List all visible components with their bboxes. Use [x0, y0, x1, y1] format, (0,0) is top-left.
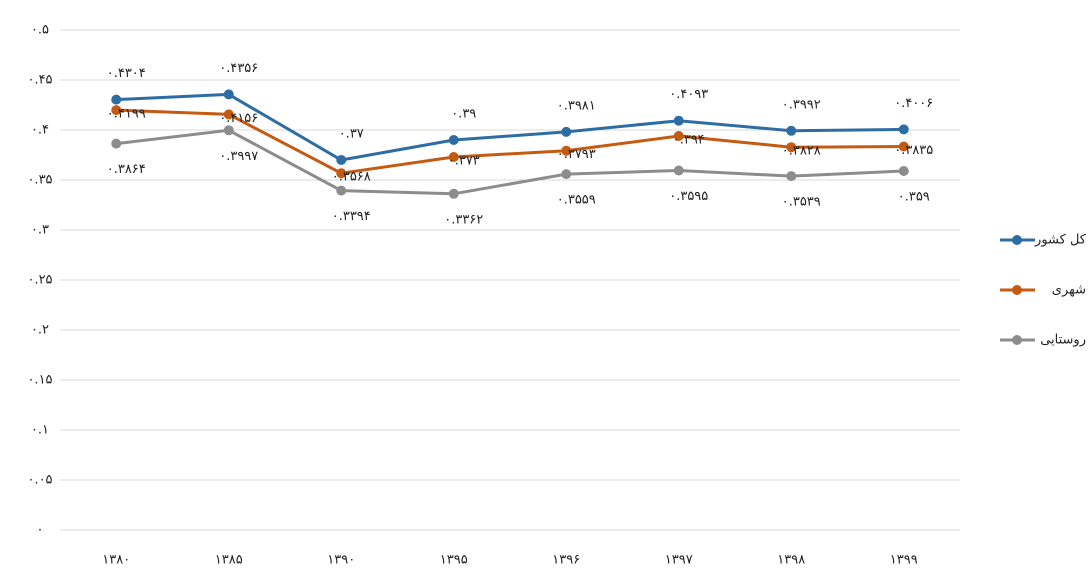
y-tick-label: ۰.۳۵: [27, 173, 52, 188]
data-point: [111, 95, 121, 105]
data-point: [786, 171, 796, 181]
x-tick-label: ۱۳۹۵: [440, 553, 468, 568]
y-tick-label: ۰.۳: [31, 223, 49, 238]
y-tick-label: ۰.۴: [31, 123, 49, 138]
legend-marker: [1012, 335, 1022, 345]
data-point: [674, 116, 684, 126]
data-label: ۰.۴۱۹۹: [107, 107, 146, 122]
data-point: [674, 166, 684, 176]
data-label: ۰.۴۰۰۶: [894, 96, 933, 111]
data-label: ۰.۳۵۳۹: [782, 195, 821, 210]
y-tick-label: ۰.۱: [31, 423, 49, 438]
data-label: ۰.۳۹۸۱: [557, 98, 596, 113]
data-point: [899, 124, 909, 134]
data-label: ۰.۴۳۰۴: [107, 66, 146, 81]
data-label: ۰.۳۷۳: [448, 154, 480, 169]
chart: ۰ ۰.۰۵ ۰.۱ ۰.۱۵ ۰.۲ ۰.۲۵ ۰.۳ ۰.۳۵ ۰.۴ ۰.۴۵ ۰.۵ ۱۳۸۰…: [0, 0, 1091, 573]
x-tick-label: ۱۳۸۵: [215, 553, 243, 568]
legend-marker: [1012, 285, 1022, 295]
data-point: [336, 155, 346, 165]
data-label: ۰.۳۹۹۷: [219, 149, 258, 164]
legend-label: شهری: [1052, 283, 1086, 298]
legend-marker: [1012, 235, 1022, 245]
data-point: [561, 127, 571, 137]
data-point: [899, 166, 909, 176]
data-label: ۰.۳۷۹۳: [557, 147, 596, 162]
data-point: [561, 169, 571, 179]
y-tick-label: ۰.۵: [31, 23, 49, 38]
x-tick-label: ۱۳۹۰: [327, 553, 355, 568]
data-label: ۰.۳۸۳۵: [894, 143, 933, 158]
data-point: [224, 89, 234, 99]
data-label: ۰.۳۵۶۸: [332, 170, 371, 185]
legend-label: کل کشور: [1034, 233, 1087, 248]
data-point: [449, 189, 459, 199]
y-tick-label: ۰.۴۵: [27, 73, 52, 88]
x-tick-label: ۱۳۹۹: [890, 553, 918, 568]
data-label: ۰.۳۹: [451, 107, 476, 122]
data-label: ۰.۳۹۹۲: [782, 97, 821, 112]
y-tick-label: ۰.۱۵: [27, 373, 52, 388]
data-label: ۰.۳۵۹۵: [669, 189, 708, 204]
x-tick-label: ۱۳۸۰: [102, 553, 130, 568]
data-label: ۰.۳۷: [339, 127, 364, 142]
data-label: ۰.۴۳۵۶: [219, 61, 258, 76]
data-label: ۰.۳۸۲۸: [782, 144, 821, 159]
x-tick-label: ۱۳۹۸: [777, 553, 805, 568]
y-tick-label: ۰.۲۵: [27, 273, 52, 288]
data-label: ۰.۳۳۹۴: [332, 209, 371, 224]
legend-label: روستایی: [1040, 333, 1086, 348]
data-point: [224, 125, 234, 135]
y-tick-label: ۰.۲: [31, 323, 49, 338]
y-tick-label: ۰.۰۵: [27, 473, 52, 488]
data-point: [786, 126, 796, 136]
data-label: ۰.۴۰۹۳: [669, 87, 708, 102]
data-label: ۰.۳۳۶۲: [444, 212, 483, 227]
data-label: ۰.۴۱۵۶: [219, 111, 258, 126]
data-label: ۰.۳۵۵۹: [557, 193, 596, 208]
data-label: ۰.۳۵۹: [898, 190, 930, 205]
data-label: ۰.۳۸۶۴: [107, 162, 146, 177]
x-tick-label: ۱۳۹۷: [665, 553, 693, 568]
x-tick-label: ۱۳۹۶: [552, 553, 580, 568]
data-label: ۰.۳۹۴: [673, 133, 705, 148]
data-point: [111, 139, 121, 149]
data-point: [336, 186, 346, 196]
y-tick-label: ۰: [37, 523, 44, 538]
data-point: [449, 135, 459, 145]
